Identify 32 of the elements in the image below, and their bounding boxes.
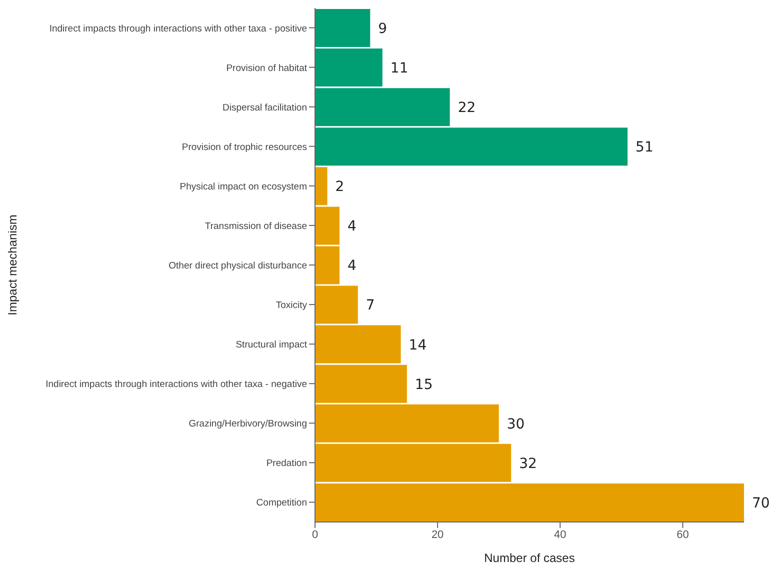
data-label: 4 (348, 258, 357, 274)
data-label: 30 (506, 416, 525, 432)
x-axis-title: Number of cases (484, 551, 575, 565)
y-tick-label: Provision of habitat (226, 62, 308, 74)
x-tick-label: 20 (431, 528, 444, 541)
y-tick-label: Indirect impacts through interactions with other taxa - negative (46, 379, 307, 390)
y-tick-label: Structural impact (236, 340, 308, 351)
data-label: 2 (335, 179, 344, 196)
y-tick-label: Predation (266, 458, 307, 470)
y-tick-label: Dispersal facilitation (222, 102, 307, 114)
data-label: 11 (390, 60, 408, 77)
data-label: 51 (636, 140, 654, 156)
y-tick-label: Indirect impacts through interactions with other taxa - positive (49, 23, 307, 34)
data-label: 14 (408, 337, 427, 354)
y-tick-label: Provision of trophic resources (182, 142, 308, 153)
data-label: 70 (752, 495, 770, 512)
data-label: 15 (414, 376, 433, 393)
y-tick-label: Grazing/Herbivory/Browsing (188, 418, 307, 430)
y-tick-label: Physical impact on ecosystem (180, 181, 308, 192)
data-label: 22 (458, 100, 476, 116)
data-label: 32 (519, 456, 537, 472)
data-label: 4 (348, 218, 357, 235)
y-axis-title: Impact mechanism (5, 214, 20, 316)
y-tick-label: Transmission of disease (204, 220, 307, 232)
data-label: 7 (366, 298, 375, 314)
y-tick-label: Toxicity (276, 300, 308, 312)
y-tick-label: Other direct physical disturbance (168, 260, 307, 272)
x-tick-label: 40 (554, 528, 566, 541)
x-tick-label: 0 (312, 528, 318, 541)
y-tick-label: Competition (256, 498, 307, 509)
x-tick-label: 60 (676, 528, 689, 541)
data-label: 9 (378, 20, 388, 37)
